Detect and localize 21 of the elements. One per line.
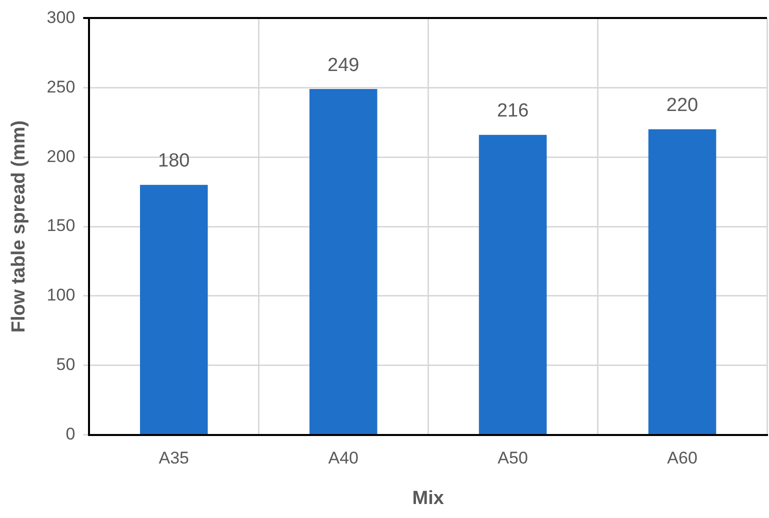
x-axis-title: Mix [412, 488, 444, 509]
x-tick-label: A60 [667, 448, 698, 468]
data-label: 220 [666, 95, 698, 116]
x-tick-label: A35 [158, 448, 190, 468]
x-tick-label: A40 [328, 448, 358, 468]
y-tick-label: 50 [56, 355, 76, 374]
data-label: 249 [328, 54, 360, 76]
bar [478, 134, 547, 434]
y-tick-label: 200 [46, 146, 76, 166]
y-tick-label: 300 [46, 8, 76, 27]
y-tick-label: 100 [46, 286, 76, 305]
y-tick-label: 250 [46, 77, 76, 96]
x-tick-label: A50 [498, 448, 528, 468]
y-axis-title: Flow table spread (mm) [8, 120, 30, 333]
data-label: 180 [158, 150, 190, 172]
data-label: 216 [496, 100, 529, 122]
bar [309, 89, 378, 434]
bar [140, 184, 208, 434]
bar [648, 129, 716, 434]
y-tick-label: 150 [46, 216, 76, 236]
y-tick-label: 0 [66, 424, 76, 444]
